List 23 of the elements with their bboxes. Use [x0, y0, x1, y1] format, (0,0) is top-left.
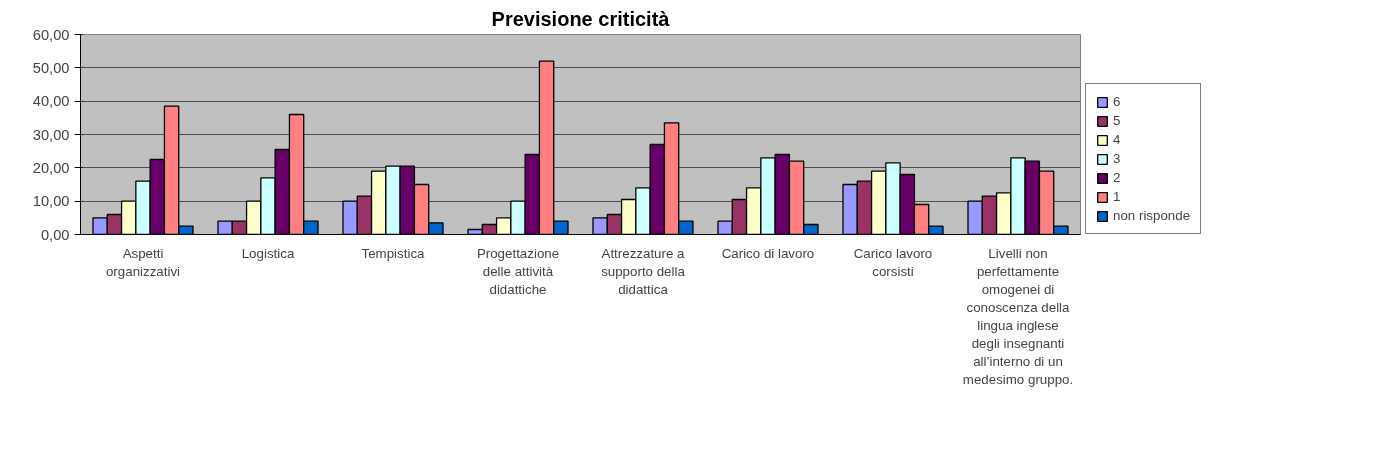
x-tick-label: Livelli non perfettamente omogenei di conoscenza della lingua inglese degli insegnanti all’interno di un medesimo gruppo. [962, 245, 1074, 387]
y-tick-label: 0,00 [40, 226, 70, 243]
x-tick-label: Carico lavoro corsisti [853, 245, 933, 279]
y-tick-label: 10,00 [32, 193, 70, 210]
legend-label: non risponde [1113, 208, 1191, 223]
y-tick-label: 60,00 [32, 26, 70, 43]
legend-label: 3 [1113, 151, 1122, 166]
y-tick-label: 30,00 [32, 126, 70, 143]
legend-label: 4 [1113, 132, 1122, 147]
y-tick-label: 50,00 [32, 59, 70, 76]
chart-title: Previsione criticità [491, 7, 671, 30]
legend-label: 2 [1113, 170, 1122, 185]
y-tick-label: 40,00 [32, 93, 70, 110]
y-tick-label: 20,00 [32, 159, 70, 176]
x-tick-label: Attrezzature a supporto della didattica [601, 245, 686, 297]
x-tick-label: Progettazione delle attività didattiche [476, 245, 560, 297]
legend-label: 1 [1113, 189, 1122, 204]
legend-label: 6 [1113, 94, 1122, 109]
x-tick-label: Tempistica [361, 245, 426, 261]
legend-label: 5 [1113, 113, 1122, 128]
x-tick-label: Aspetti organizzativi [105, 245, 181, 279]
x-tick-label: Carico di lavoro [721, 245, 815, 261]
x-tick-label: Logistica [241, 245, 295, 261]
